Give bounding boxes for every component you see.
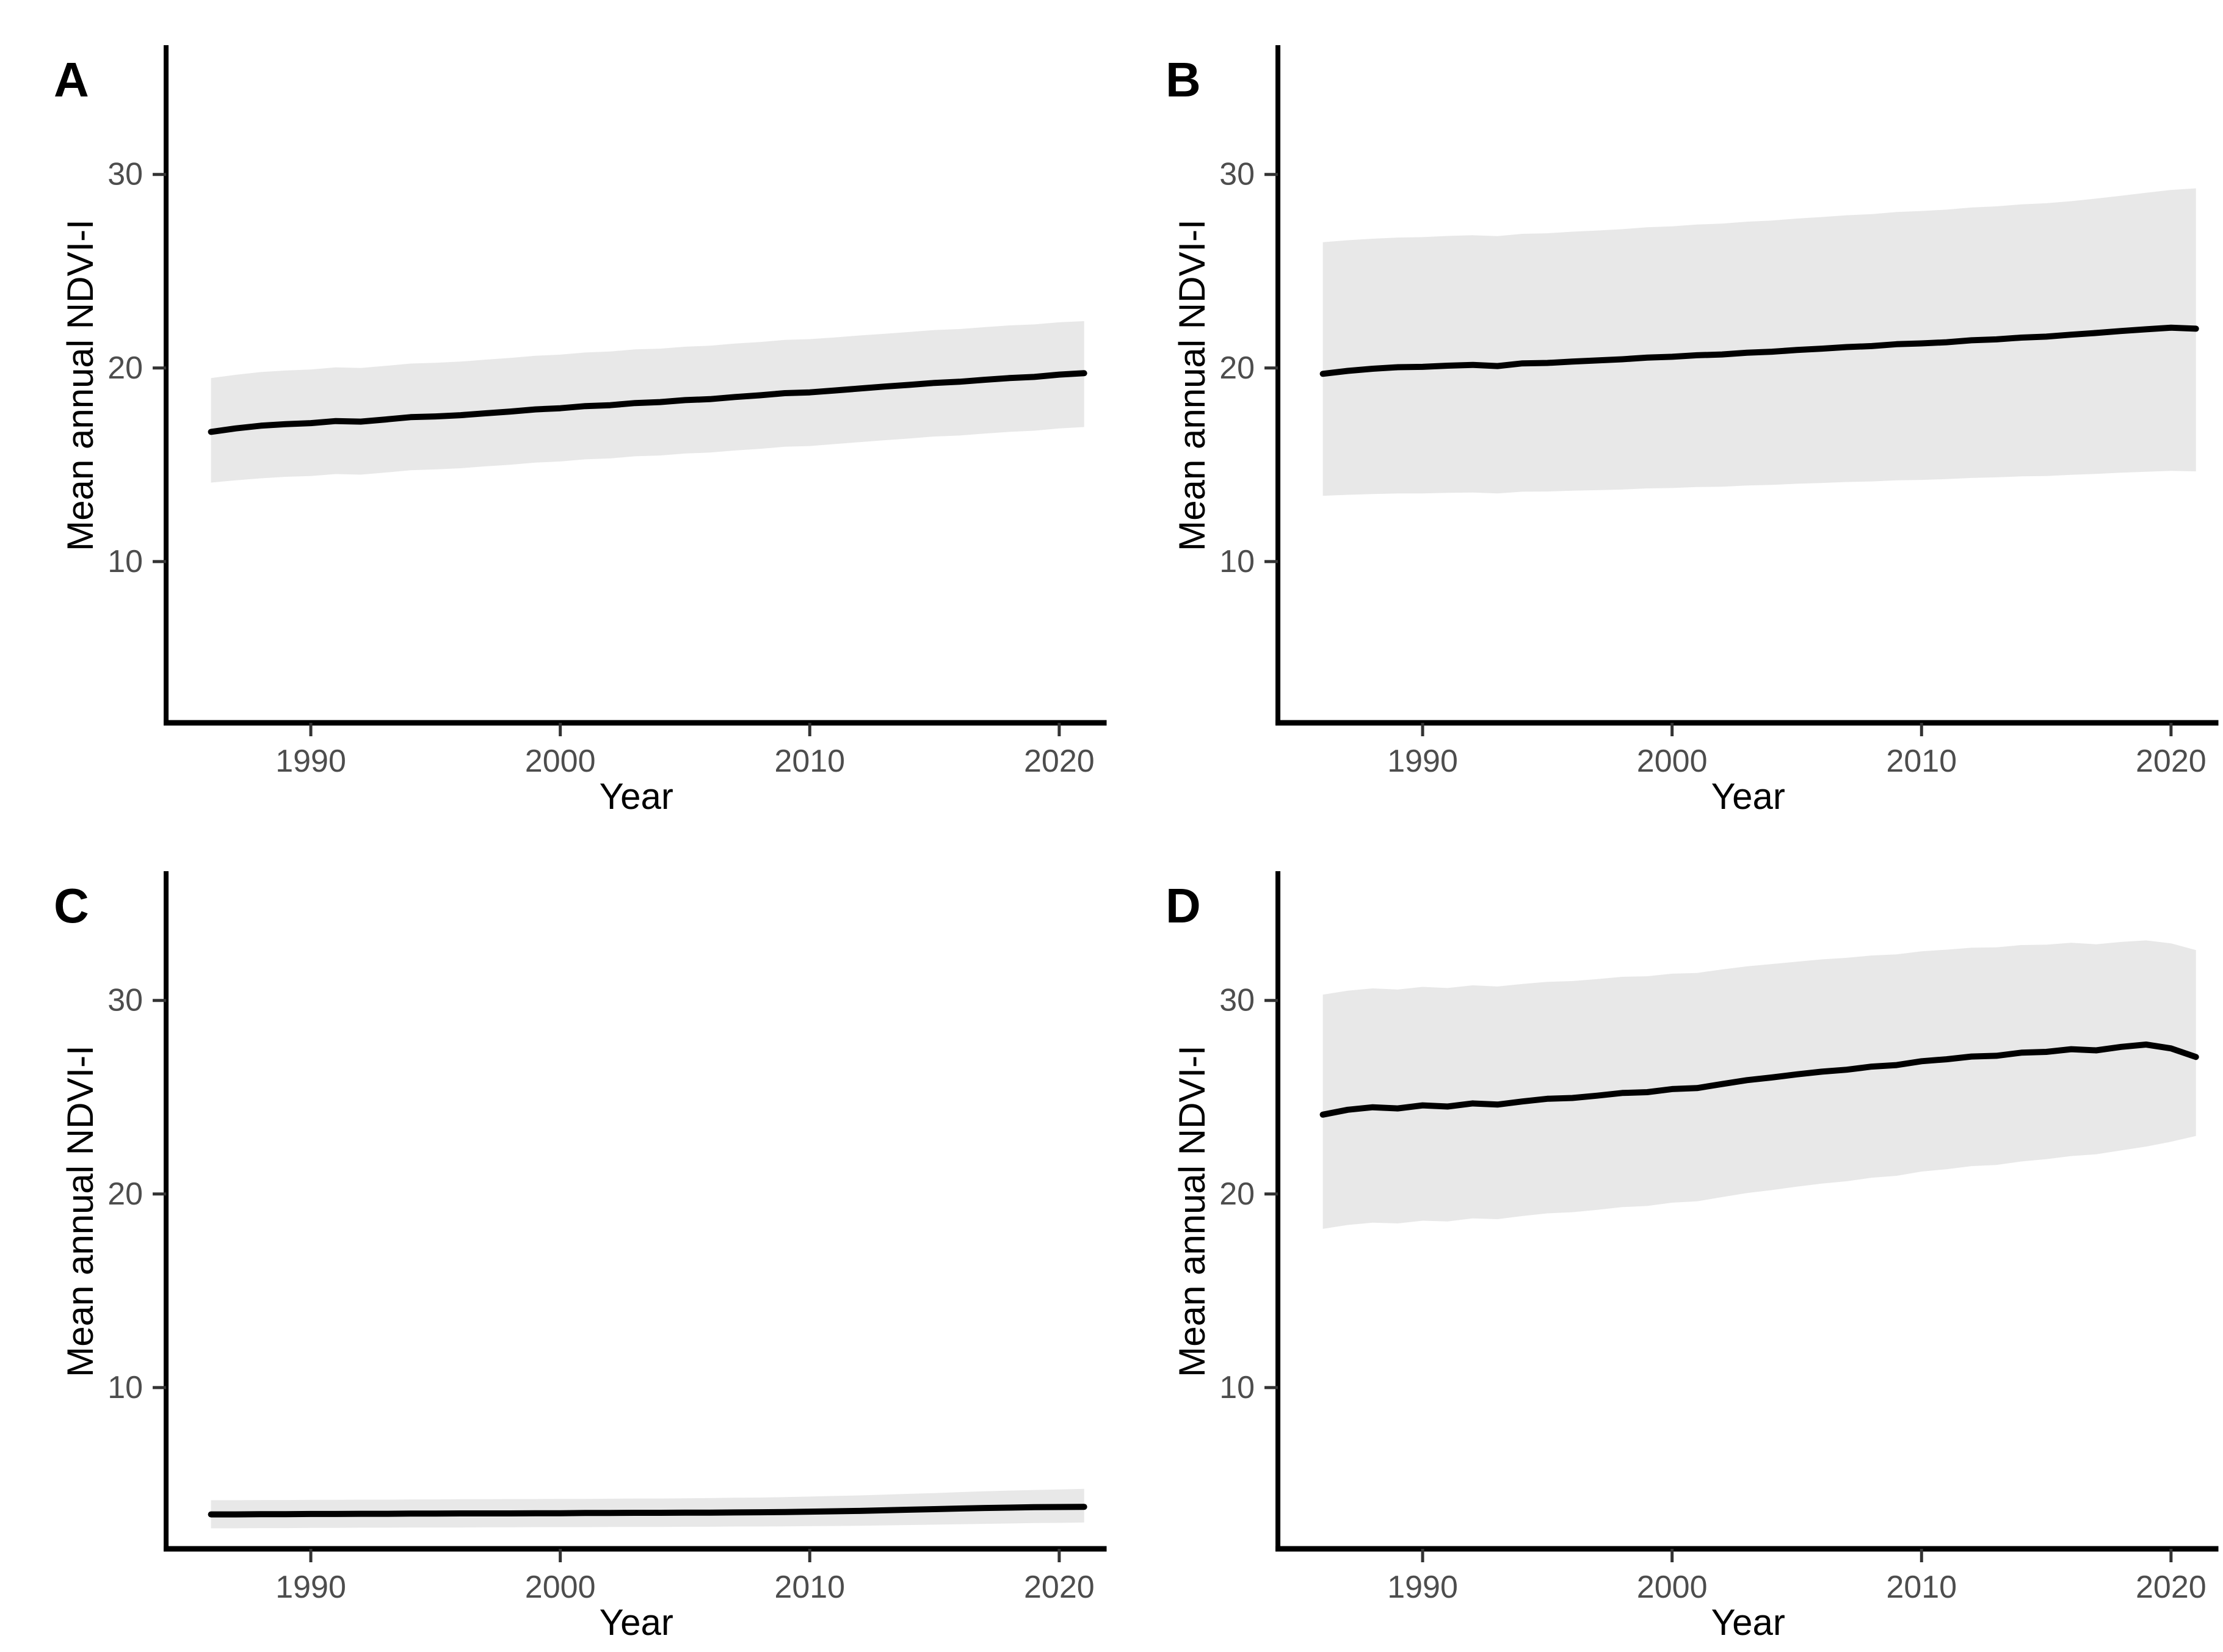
panel-a-chart: 10 20 30 1990 2000 2010 2020 Year Mean annual ND… [0,0,1112,826]
panel-c-chart: 10 20 30 1990 2000 2010 2020 Year Mean annual ND… [0,826,1112,1652]
x-tick-label: 2010 [774,1570,845,1605]
x-tick-label: 2000 [525,1570,596,1605]
confidence-ribbon [211,1488,1084,1529]
confidence-ribbon [1322,188,2196,496]
y-tick-label: 10 [1219,1370,1255,1405]
y-tick-label: 30 [1219,983,1255,1018]
x-tick-label: 2010 [1886,1570,1957,1605]
y-tick-label: 20 [1219,1176,1255,1212]
x-axis-title: Year [1711,1602,1785,1643]
y-axis-title: Mean annual NDVI-I [60,1045,101,1377]
trend-line [1319,1042,2199,1118]
y-tick-label: 20 [107,1176,143,1212]
x-tick-label: 1990 [1387,1570,1458,1605]
confidence-ribbon [1322,940,2196,1229]
panel-d-chart: 10 20 30 1990 2000 2010 2020 Year Mean annual ND… [1111,826,2223,1652]
x-tick-label: 2020 [1024,744,1095,779]
x-axis-title: Year [1711,776,1785,817]
y-tick-label: 10 [107,1370,143,1405]
panel-b: 10 20 30 1990 2000 2010 2020 Year Mean annual ND… [1111,0,2223,826]
y-tick-label: 20 [1219,350,1255,386]
x-tick-label: 2000 [1636,1570,1707,1605]
y-tick-label: 10 [1219,544,1255,579]
x-tick-label: 2020 [2136,1570,2207,1605]
y-tick-label: 30 [1219,157,1255,192]
x-tick-label: 1990 [275,1570,346,1605]
y-tick-label: 10 [107,544,143,579]
panel-b-chart: 10 20 30 1990 2000 2010 2020 Year Mean annual ND… [1111,0,2223,826]
x-tick-label: 2000 [1636,744,1707,779]
y-axis-title: Mean annual NDVI-I [1172,219,1213,551]
panel-letter: C [54,879,89,933]
x-axis-title: Year [600,776,673,817]
panel-a: 10 20 30 1990 2000 2010 2020 Year Mean annual ND… [0,0,1112,826]
trend-line [208,1504,1087,1518]
y-tick-label: 30 [107,983,143,1018]
y-tick-label: 30 [107,157,143,192]
x-tick-label: 1990 [1387,744,1458,779]
y-axis-title: Mean annual NDVI-I [1172,1045,1213,1377]
x-tick-label: 2010 [1886,744,1957,779]
trend-line [1319,324,2199,377]
x-tick-label: 2010 [774,744,845,779]
trend-line [208,370,1087,435]
panel-letter: B [1166,53,1201,107]
x-tick-label: 2020 [2136,744,2207,779]
x-tick-label: 1990 [275,744,346,779]
y-axis-title: Mean annual NDVI-I [60,219,101,551]
x-axis-title: Year [600,1602,673,1643]
x-tick-label: 2000 [525,744,596,779]
panel-letter: D [1166,879,1201,933]
x-tick-label: 2020 [1024,1570,1095,1605]
y-tick-label: 20 [107,350,143,386]
panel-d: 10 20 30 1990 2000 2010 2020 Year Mean annual ND… [1111,826,2223,1652]
panel-letter: A [54,53,89,107]
panel-c: 10 20 30 1990 2000 2010 2020 Year Mean annual ND… [0,826,1112,1652]
